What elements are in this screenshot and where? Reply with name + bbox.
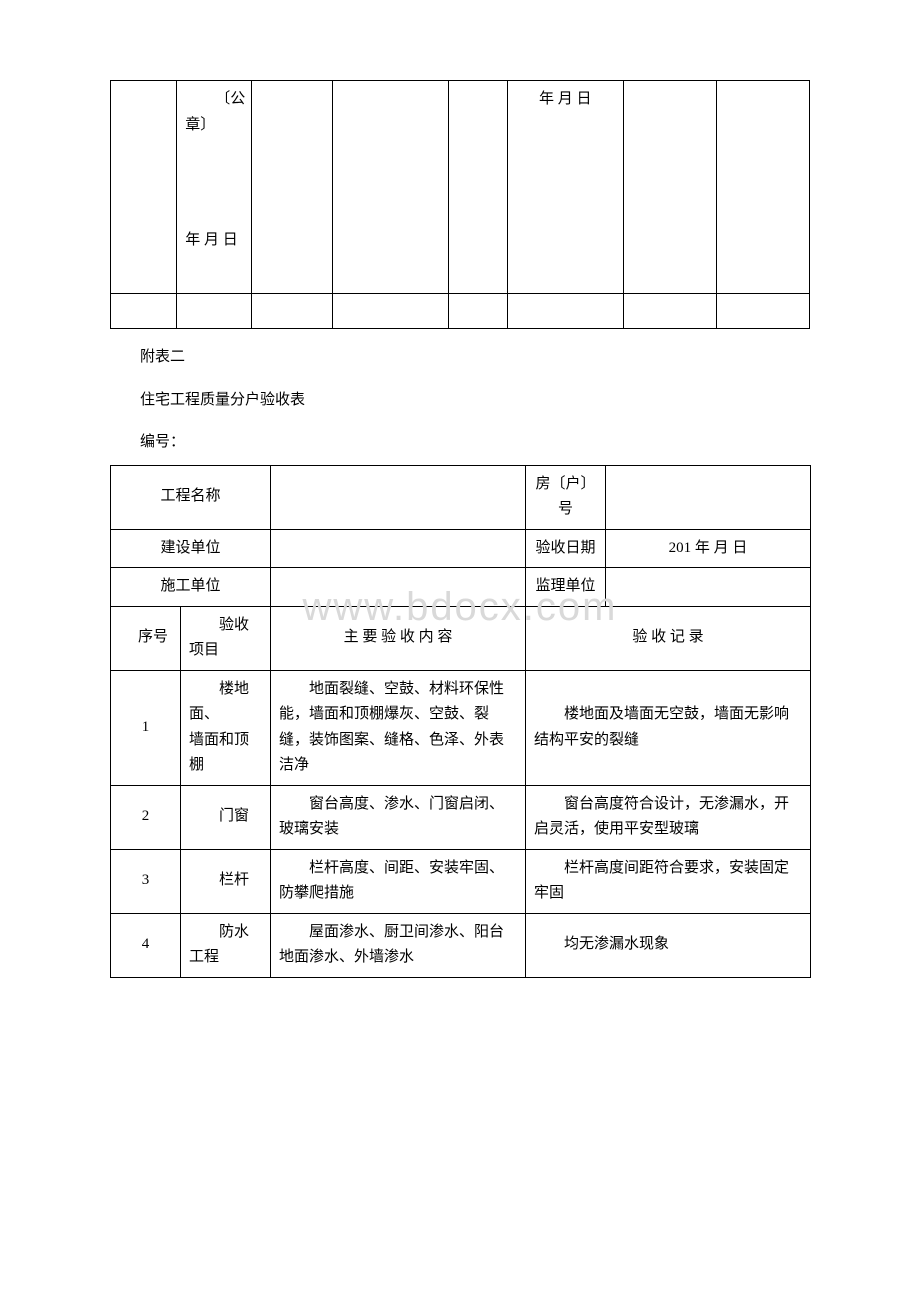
label-project-name: 工程名称	[111, 465, 271, 529]
row-num: 3	[111, 849, 181, 913]
sig-cell	[251, 294, 332, 329]
sig-cell	[716, 81, 809, 294]
table-row: 2 门窗 窗台高度、渗水、门窗启闭、玻璃安装 窗台高度符合设计，无渗漏水，开启灵…	[111, 785, 811, 849]
table-row: 3 栏杆 栏杆高度、间距、安装牢固、防攀爬措施 栏杆高度间距符合要求，安装固定牢…	[111, 849, 811, 913]
seal-text: 〔公章〕	[185, 87, 242, 138]
label-supervisor: 监理单位	[526, 568, 606, 607]
seal-date: 年 月 日	[185, 228, 242, 254]
row-record: 楼地面及墙面无空鼓，墙面无影响结构平安的裂缝	[526, 670, 811, 785]
value-constructor	[271, 568, 526, 607]
label-room-no: 房〔户〕号	[526, 465, 606, 529]
row-content: 屋面渗水、厨卫间渗水、阳台地面渗水、外墙渗水	[271, 913, 526, 977]
label-builder: 建设单位	[111, 529, 271, 568]
value-supervisor	[606, 568, 811, 607]
form-title: 住宅工程质量分户验收表	[110, 386, 810, 415]
row-num: 2	[111, 785, 181, 849]
col-header-content: 主 要 验 收 内 容	[271, 606, 526, 670]
col-header-item: 验收项目	[181, 606, 271, 670]
value-project-name	[271, 465, 526, 529]
label-constructor: 施工单位	[111, 568, 271, 607]
sig-cell	[623, 294, 716, 329]
row-record: 栏杆高度间距符合要求，安装固定牢固	[526, 849, 811, 913]
row-content: 栏杆高度、间距、安装牢固、防攀爬措施	[271, 849, 526, 913]
signature-table: 〔公章〕 年 月 日 年 月 日	[110, 80, 810, 329]
table-row: 4 防水工程 屋面渗水、厨卫间渗水、阳台地面渗水、外墙渗水 均无渗漏水现象	[111, 913, 811, 977]
row-item: 门窗	[181, 785, 271, 849]
appendix-label: 附表二	[110, 343, 810, 372]
sig-date: 年 月 日	[539, 91, 592, 107]
row-num: 1	[111, 670, 181, 785]
sig-cell-date: 年 月 日	[507, 81, 623, 294]
row-num: 4	[111, 913, 181, 977]
row-item: 防水工程	[181, 913, 271, 977]
sig-cell	[507, 294, 623, 329]
row-record: 窗台高度符合设计，无渗漏水，开启灵活，使用平安型玻璃	[526, 785, 811, 849]
row-content: 地面裂缝、空鼓、材料环保性能，墙面和顶棚爆灰、空鼓、裂缝，装饰图案、缝格、色泽、…	[271, 670, 526, 785]
row-content: 窗台高度、渗水、门窗启闭、玻璃安装	[271, 785, 526, 849]
sig-cell	[111, 294, 177, 329]
sig-cell	[333, 81, 449, 294]
sig-cell	[111, 81, 177, 294]
sig-cell	[716, 294, 809, 329]
sig-cell	[333, 294, 449, 329]
col-header-num: 序号	[111, 606, 181, 670]
row-item: 楼地面、 墙面和顶棚	[181, 670, 271, 785]
value-accept-date: 201 年 月 日	[606, 529, 811, 568]
value-room-no	[606, 465, 811, 529]
serial-label: 编号：	[110, 428, 810, 457]
col-header-record: 验 收 记 录	[526, 606, 811, 670]
sig-cell	[623, 81, 716, 294]
value-builder	[271, 529, 526, 568]
table-row: 1 楼地面、 墙面和顶棚 地面裂缝、空鼓、材料环保性能，墙面和顶棚爆灰、空鼓、裂…	[111, 670, 811, 785]
sig-cell	[251, 81, 332, 294]
sig-cell	[449, 81, 507, 294]
inspection-table: 工程名称 房〔户〕号 建设单位 验收日期 201 年 月 日 施工单位 监理单位	[110, 465, 811, 978]
row-item: 栏杆	[181, 849, 271, 913]
sig-cell-seal: 〔公章〕 年 月 日	[177, 81, 251, 294]
sig-cell	[449, 294, 507, 329]
label-accept-date: 验收日期	[526, 529, 606, 568]
sig-cell	[177, 294, 251, 329]
row-record: 均无渗漏水现象	[526, 913, 811, 977]
